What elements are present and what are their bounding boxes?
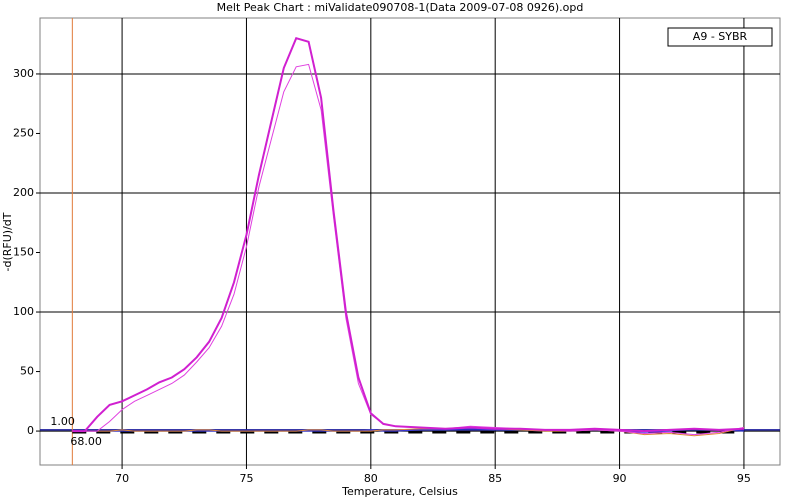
x-tick-label: 75 (239, 472, 253, 485)
y-tick-label: 100 (13, 305, 34, 318)
x-tick-label: 95 (737, 472, 751, 485)
y-tick-label: 0 (27, 424, 34, 437)
x-axis-label: Temperature, Celsius (341, 485, 458, 498)
y-tick-label: 300 (13, 67, 34, 80)
y-axis-label: -d(RFU)/dT (1, 212, 14, 271)
x-tick-label: 90 (613, 472, 627, 485)
threshold-label: 1.00 (50, 415, 75, 428)
plot-area (39, 17, 781, 466)
y-tick-label: 150 (13, 246, 34, 259)
legend-entry: A9 - SYBR (693, 30, 748, 43)
legend-box (667, 27, 773, 47)
chart-title: Melt Peak Chart : miValidate090708-1(Dat… (217, 1, 584, 14)
x-tick-label: 70 (115, 472, 129, 485)
x-tick-label: 85 (488, 472, 502, 485)
series-line (72, 63, 744, 436)
marker-label: 68.00 (70, 435, 102, 448)
series-line (72, 36, 744, 433)
y-tick-label: 50 (20, 365, 34, 378)
x-tick-label: 80 (364, 472, 378, 485)
y-tick-label: 250 (13, 126, 34, 139)
y-tick-label: 200 (13, 186, 34, 199)
